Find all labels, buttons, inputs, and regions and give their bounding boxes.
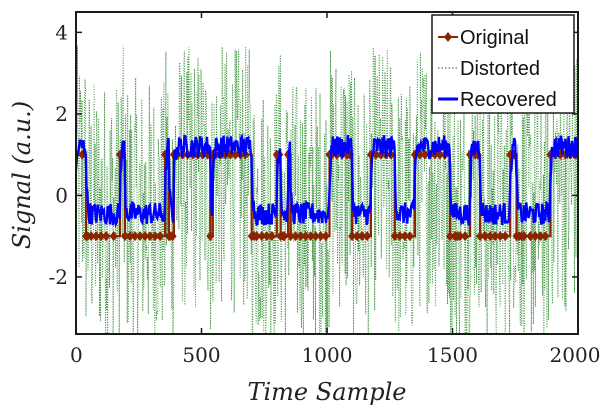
original-marker xyxy=(311,231,320,242)
y-tick-label: -2 xyxy=(49,265,68,289)
original-marker xyxy=(405,231,414,242)
original-marker xyxy=(156,231,165,242)
original-marker xyxy=(262,231,271,242)
y-axis-title: Signal (a.u.) xyxy=(8,101,36,249)
original-marker xyxy=(390,231,399,242)
legend-label-original: Original xyxy=(460,27,529,49)
original-marker xyxy=(92,231,101,242)
original-marker xyxy=(456,231,465,242)
original-marker xyxy=(481,231,490,242)
original-marker xyxy=(87,231,96,242)
original-marker xyxy=(301,231,310,242)
x-tick-label: 0 xyxy=(70,343,83,367)
original-marker xyxy=(168,231,177,242)
legend-marker-original xyxy=(444,32,452,42)
original-marker xyxy=(496,231,505,242)
distorted-line xyxy=(76,45,578,334)
original-marker xyxy=(358,231,367,242)
original-marker xyxy=(321,231,330,242)
original-marker xyxy=(476,231,485,242)
legend-label-distorted: Distorted xyxy=(460,58,540,80)
original-marker xyxy=(125,231,134,242)
original-marker xyxy=(130,231,139,242)
original-marker xyxy=(395,231,404,242)
original-marker xyxy=(491,231,500,242)
original-marker xyxy=(206,231,215,242)
original-marker xyxy=(363,231,372,242)
original-marker xyxy=(286,231,295,242)
original-marker xyxy=(486,231,495,242)
y-tick-label: 4 xyxy=(55,20,68,44)
original-marker xyxy=(109,231,118,242)
original-marker xyxy=(415,149,424,160)
original-marker xyxy=(151,231,160,242)
original-marker xyxy=(141,231,150,242)
original-marker xyxy=(520,231,529,242)
distorted-series xyxy=(76,45,578,334)
original-marker xyxy=(420,149,429,160)
original-marker xyxy=(536,231,545,242)
original-marker xyxy=(146,231,155,242)
original-marker xyxy=(291,231,300,242)
original-marker xyxy=(353,231,362,242)
original-marker xyxy=(316,231,325,242)
original-marker xyxy=(280,231,289,242)
original-marker xyxy=(120,231,129,242)
legend-box xyxy=(431,14,575,114)
original-marker xyxy=(445,231,454,242)
x-axis-title: Time Sample xyxy=(247,378,406,406)
x-tick-label: 500 xyxy=(182,343,220,367)
original-marker xyxy=(306,231,315,242)
x-tick-label: 1500 xyxy=(427,343,478,367)
original-marker xyxy=(526,231,535,242)
recovered-line xyxy=(76,133,578,229)
original-marker xyxy=(531,231,540,242)
y-tick-label: 0 xyxy=(55,183,68,207)
x-tick-label: 1000 xyxy=(302,343,353,367)
recovered-series xyxy=(76,133,578,229)
original-marker xyxy=(501,231,510,242)
legend-label-recovered: Recovered xyxy=(460,89,557,111)
legend: Original Distorted Recovered xyxy=(431,14,575,114)
original-marker xyxy=(296,231,305,242)
original-marker xyxy=(541,231,550,242)
original-marker xyxy=(348,231,357,242)
axis-ticks: 0 500 1000 1500 2000 -2 0 2 4 xyxy=(49,12,601,367)
original-marker xyxy=(252,231,261,242)
y-tick-label: 2 xyxy=(55,102,68,126)
original-marker xyxy=(400,231,409,242)
original-marker xyxy=(267,231,276,242)
x-tick-label: 2000 xyxy=(550,343,601,367)
original-marker xyxy=(257,231,266,242)
original-marker xyxy=(102,231,111,242)
original-marker xyxy=(97,231,106,242)
original-marker xyxy=(461,231,470,242)
original-marker xyxy=(136,231,145,242)
